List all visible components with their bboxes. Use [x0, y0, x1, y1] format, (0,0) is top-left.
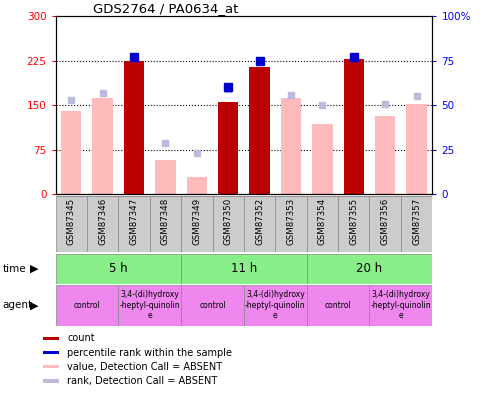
Bar — [338, 196, 369, 252]
Text: percentile rank within the sample: percentile rank within the sample — [68, 347, 232, 358]
Text: GDS2764 / PA0634_at: GDS2764 / PA0634_at — [93, 2, 239, 15]
Bar — [181, 196, 213, 252]
Text: GSM87353: GSM87353 — [286, 198, 296, 245]
Text: agent: agent — [2, 301, 32, 310]
Bar — [307, 285, 369, 326]
Text: ▶: ▶ — [30, 301, 39, 310]
Bar — [61, 111, 82, 194]
Text: rank, Detection Call = ABSENT: rank, Detection Call = ABSENT — [68, 376, 218, 386]
Bar — [375, 116, 396, 194]
Bar — [244, 196, 275, 252]
Bar — [118, 285, 181, 326]
Bar — [181, 285, 244, 326]
Bar — [56, 196, 87, 252]
Bar — [150, 196, 181, 252]
Bar — [369, 285, 432, 326]
Bar — [56, 254, 181, 284]
Text: GSM87347: GSM87347 — [129, 198, 139, 245]
Text: time: time — [2, 264, 26, 274]
Text: GSM87356: GSM87356 — [381, 198, 390, 245]
Bar — [118, 196, 150, 252]
Bar — [124, 61, 144, 194]
Text: 11 h: 11 h — [231, 262, 257, 275]
Bar — [307, 196, 338, 252]
Text: control: control — [325, 301, 352, 310]
Text: GSM87350: GSM87350 — [224, 198, 233, 245]
Bar — [281, 98, 301, 194]
Text: 5 h: 5 h — [109, 262, 128, 275]
Text: GSM87352: GSM87352 — [255, 198, 264, 245]
Text: value, Detection Call = ABSENT: value, Detection Call = ABSENT — [68, 362, 223, 372]
Text: GSM87345: GSM87345 — [67, 198, 76, 245]
Text: ▶: ▶ — [30, 264, 39, 274]
Bar — [43, 365, 59, 369]
Bar — [249, 67, 270, 194]
Bar — [244, 285, 307, 326]
Text: GSM87357: GSM87357 — [412, 198, 421, 245]
Bar — [406, 104, 427, 194]
Bar — [343, 59, 364, 194]
Bar — [369, 196, 401, 252]
Bar — [213, 196, 244, 252]
Bar — [155, 160, 176, 194]
Bar — [181, 254, 307, 284]
Text: 3,4-(di)hydroxy
-heptyl-quinolin
e: 3,4-(di)hydroxy -heptyl-quinolin e — [370, 290, 431, 320]
Bar — [56, 285, 118, 326]
Bar — [186, 177, 207, 194]
Text: 3,4-(di)hydroxy
-heptyl-quinolin
e: 3,4-(di)hydroxy -heptyl-quinolin e — [245, 290, 306, 320]
Text: 3,4-(di)hydroxy
-heptyl-quinolin
e: 3,4-(di)hydroxy -heptyl-quinolin e — [119, 290, 180, 320]
Bar — [92, 98, 113, 194]
Text: GSM87346: GSM87346 — [98, 198, 107, 245]
Bar — [307, 254, 432, 284]
Bar — [43, 379, 59, 383]
Bar — [312, 124, 333, 194]
Text: GSM87348: GSM87348 — [161, 198, 170, 245]
Text: GSM87349: GSM87349 — [192, 198, 201, 245]
Bar — [401, 196, 432, 252]
Bar — [87, 196, 118, 252]
Text: control: control — [199, 301, 226, 310]
Bar — [43, 337, 59, 340]
Text: 20 h: 20 h — [356, 262, 383, 275]
Bar — [275, 196, 307, 252]
Text: GSM87355: GSM87355 — [349, 198, 358, 245]
Text: count: count — [68, 333, 95, 343]
Text: GSM87354: GSM87354 — [318, 198, 327, 245]
Text: control: control — [73, 301, 100, 310]
Bar — [218, 102, 239, 194]
Bar — [43, 351, 59, 354]
